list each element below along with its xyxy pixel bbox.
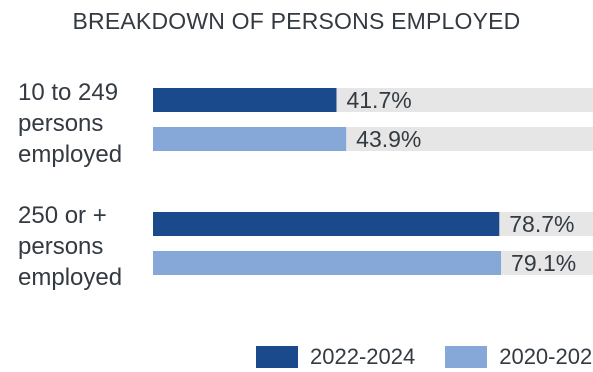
category-label-0: 10 to 249 persons employed [18,79,122,168]
category-label-1: 250 or + persons employed [18,202,122,291]
bar-tracks [153,88,593,275]
value-label-2020-2022-1: 79.1% [511,250,576,276]
category-label-line: 10 to 249 [18,79,118,106]
legend-swatch-2020-2022 [445,346,488,368]
bar-2020-2022-0 [153,127,347,151]
category-labels: 10 to 249 persons employed 250 or + persons e… [18,79,122,291]
bars [153,88,502,275]
value-labels: 41.7% 43.9% 78.7% 79.1% [346,87,576,276]
legend-item-2022-2024: 2022-2024 [256,344,415,370]
legend-label-2020-2022: 2020-2022 [499,344,593,369]
category-label-line: 250 or + [18,202,107,229]
legend-item-2020-2022: 2020-2022 [445,344,593,370]
category-label-line: employed [18,264,122,291]
legend: 2022-2024 2020-2022 [256,342,593,372]
bar-2022-2024-1 [153,212,500,236]
bar-2022-2024-0 [153,88,337,112]
category-label-line: persons [18,233,103,260]
value-label-2022-2024-0: 41.7% [346,87,411,113]
value-label-2020-2022-0: 43.9% [356,126,421,152]
bar-chart: 10 to 249 persons employed 250 or + persons e… [18,79,593,291]
bar-2020-2022-1 [153,251,502,275]
category-label-line: employed [18,141,122,168]
value-label-2022-2024-1: 78.7% [509,211,574,237]
legend-label-2022-2024: 2022-2024 [310,344,416,369]
chart-title: BREAKDOWN OF PERSONS EMPLOYED [72,8,521,34]
category-label-line: persons [18,110,103,137]
legend-swatch-2022-2024 [256,346,298,368]
